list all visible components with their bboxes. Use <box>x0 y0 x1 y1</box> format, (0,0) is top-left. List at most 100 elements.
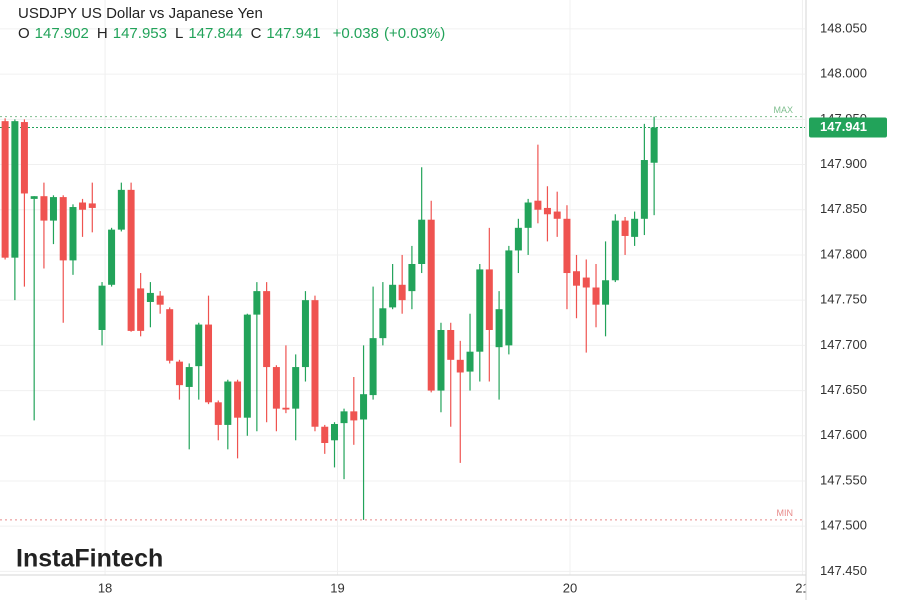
candle-body <box>88 203 96 208</box>
candle-body <box>398 284 406 301</box>
x-axis-labels: 18 19 20 21 <box>98 580 810 595</box>
candle-body <box>272 367 280 409</box>
candle-body <box>243 314 251 418</box>
header-item: (+0.03%) <box>384 25 445 42</box>
candle-body <box>534 200 542 210</box>
candle-body <box>543 207 551 215</box>
candle-body <box>195 324 203 367</box>
candle-body <box>524 202 532 228</box>
y-tick-label: 147.450 <box>820 563 867 578</box>
candle-body <box>621 220 629 236</box>
candle-body <box>514 227 522 251</box>
candle-body <box>379 308 387 339</box>
candle-body <box>253 291 261 315</box>
candle-body <box>369 338 377 396</box>
x-tick-label: 19 <box>330 580 344 595</box>
y-tick-label: 147.600 <box>820 427 867 442</box>
header-item: C <box>251 25 262 42</box>
candle-body <box>495 309 503 348</box>
candle-body <box>418 219 426 264</box>
y-tick-label: 148.000 <box>820 66 867 81</box>
candle-body <box>427 219 435 391</box>
chart-title: USDJPY US Dollar vs Japanese Yen <box>18 5 263 22</box>
candle-body <box>108 229 116 285</box>
candle-body <box>224 381 232 425</box>
y-tick-label: 147.650 <box>820 382 867 397</box>
candle-body <box>30 196 38 199</box>
watermark: InstaFintech <box>16 545 163 573</box>
candle-body <box>311 300 319 427</box>
candle-body <box>611 220 619 281</box>
axes: 147.450 147.500 147.550 147.600 147.650 147.7… <box>809 20 887 578</box>
candle-body <box>117 189 125 230</box>
y-tick-label: 147.750 <box>820 292 867 307</box>
header-item: +0.038 <box>333 25 379 42</box>
candle-body <box>331 424 339 441</box>
candle-body <box>263 291 271 368</box>
candle-body <box>360 394 368 420</box>
candle-body <box>214 402 222 425</box>
candle-body <box>505 250 513 346</box>
candle-body <box>69 207 77 261</box>
y-tick-label: 147.700 <box>820 337 867 352</box>
header-item: L <box>175 25 183 42</box>
candle-body <box>175 361 183 386</box>
last-price-label: 147.941 <box>820 119 867 134</box>
candle-body <box>234 381 242 418</box>
header-item: 147.941 <box>266 25 320 42</box>
y-tick-label: 147.900 <box>820 156 867 171</box>
candle-body <box>476 269 484 352</box>
price-axis-panel <box>806 0 900 600</box>
candle-body <box>592 287 600 305</box>
header-item: 147.902 <box>35 25 89 42</box>
candle-body <box>389 284 397 308</box>
candle-body <box>485 269 493 330</box>
candle-body <box>563 218 571 274</box>
candle-body <box>631 218 639 237</box>
plot-area: MAX MIN <box>0 0 805 575</box>
candle-body <box>205 324 213 403</box>
y-tick-label: 147.850 <box>820 201 867 216</box>
candle-body <box>11 121 19 258</box>
candle-body <box>137 288 145 331</box>
candle-body <box>321 426 329 444</box>
candle-body <box>466 351 474 372</box>
candle-body <box>650 127 658 163</box>
x-tick-label: 20 <box>563 580 577 595</box>
header-item: 147.844 <box>188 25 242 42</box>
last-price-box <box>809 117 887 138</box>
candle-body <box>1 121 9 258</box>
candle-body <box>553 211 561 219</box>
candle-body <box>582 277 590 288</box>
candle-body <box>456 359 464 373</box>
candle-body <box>447 329 455 360</box>
x-tick-label: 18 <box>98 580 112 595</box>
candle-body <box>602 280 610 305</box>
ohlc-header: O 147.902 H 147.953 L 147.844 C 147.941 +0.038 (+… <box>18 25 445 42</box>
candle-body <box>292 367 300 409</box>
y-tick-label: 147.550 <box>820 472 867 487</box>
y-tick-label: 148.050 <box>820 20 867 35</box>
marker-label: MIN <box>777 508 794 518</box>
candle-body <box>408 263 416 292</box>
candle-body <box>49 197 57 221</box>
candle-body <box>350 411 358 421</box>
candle-body <box>156 295 164 305</box>
header-item: H <box>97 25 108 42</box>
candle-body <box>340 411 348 424</box>
candle-body <box>166 309 174 361</box>
y-tick-label: 147.800 <box>820 246 867 261</box>
candle-body <box>282 407 290 410</box>
y-tick-label: 147.500 <box>820 518 867 533</box>
candle-body <box>127 189 135 331</box>
candle-body <box>301 300 309 368</box>
header-item: 147.953 <box>113 25 167 42</box>
candle-body <box>146 292 154 302</box>
candle-body <box>79 202 87 210</box>
header-item: O <box>18 25 30 42</box>
candle-body <box>98 285 106 330</box>
candle-body <box>40 196 48 221</box>
candle-body <box>572 271 580 286</box>
